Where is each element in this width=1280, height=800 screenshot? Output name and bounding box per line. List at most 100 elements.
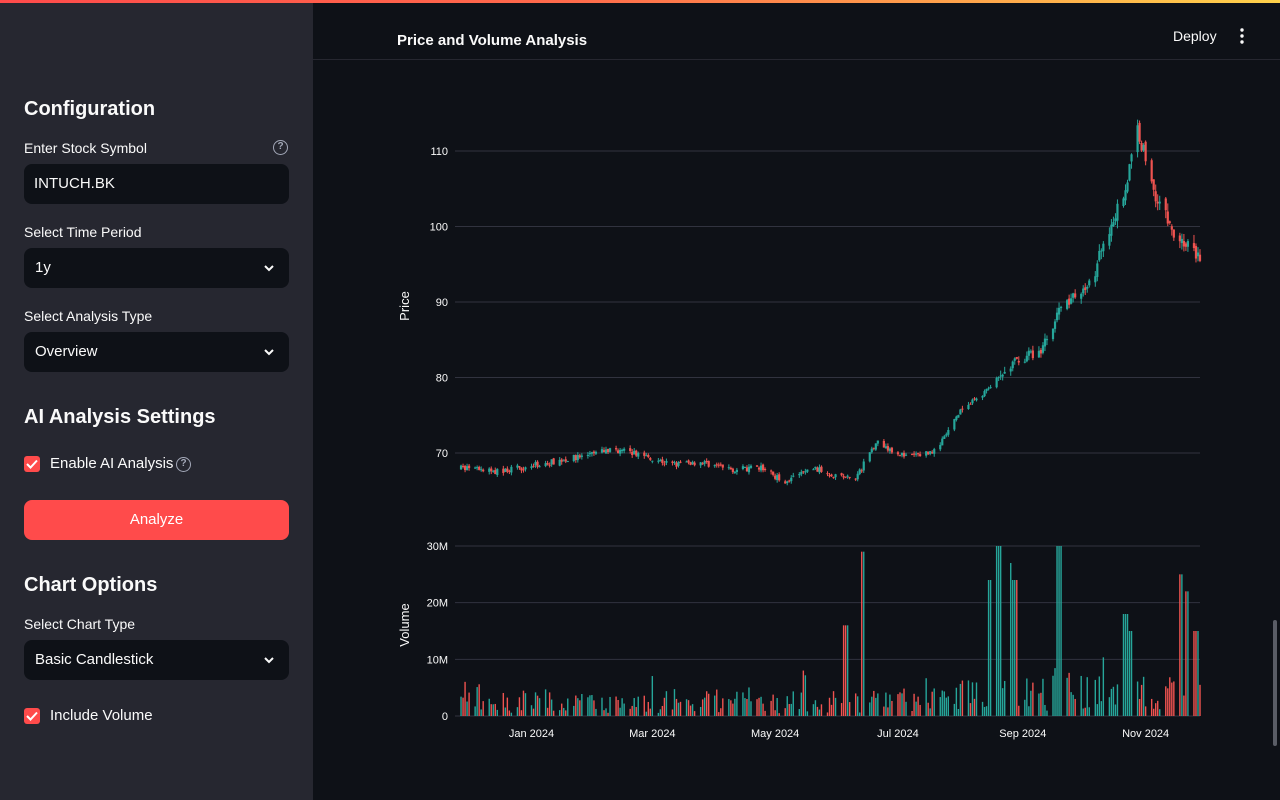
- volume-bar: [534, 692, 537, 716]
- volume-bar: [673, 689, 676, 716]
- candle-body: [494, 470, 497, 475]
- analyze-button[interactable]: Analyze: [24, 500, 289, 540]
- candle-body: [1122, 198, 1125, 206]
- help-icon[interactable]: ?: [273, 140, 288, 155]
- candle-body: [1186, 241, 1190, 247]
- volume-bar: [1012, 580, 1014, 716]
- volume-bar: [1167, 688, 1169, 716]
- volume-bar: [703, 697, 706, 716]
- candle-body: [898, 455, 902, 457]
- candle-body: [757, 467, 761, 470]
- stock-symbol-input[interactable]: INTUCH.BK: [24, 164, 289, 204]
- volume-bar: [587, 697, 589, 716]
- candle-body: [1031, 350, 1034, 359]
- volume-bar: [1102, 657, 1105, 716]
- volume-bar: [573, 705, 575, 716]
- scrollbar[interactable]: [1273, 620, 1277, 746]
- candle-body: [872, 447, 875, 449]
- volume-bar: [645, 711, 647, 716]
- candle-body: [492, 470, 495, 472]
- candle-body: [633, 450, 636, 454]
- analysis-type-select[interactable]: Overview: [24, 332, 289, 372]
- volume-bar: [1042, 678, 1044, 716]
- candle-body: [741, 466, 745, 470]
- deploy-button[interactable]: Deploy: [1173, 28, 1217, 44]
- volume-bar: [774, 710, 776, 716]
- candle-body: [1108, 234, 1111, 246]
- volume-bar: [999, 546, 1002, 716]
- volume-bar: [840, 703, 843, 716]
- candle-body: [687, 460, 690, 463]
- time-period-select[interactable]: 1y: [24, 248, 289, 288]
- chart-type-select[interactable]: Basic Candlestick: [24, 640, 289, 680]
- volume-bar: [536, 695, 539, 716]
- candle-body: [971, 399, 974, 404]
- candle-body: [1066, 300, 1069, 309]
- volume-bar: [832, 691, 835, 716]
- volume-bar: [699, 706, 702, 716]
- volume-bar: [885, 692, 887, 716]
- candle-body: [602, 450, 606, 453]
- candle-body: [802, 471, 805, 473]
- enable-ai-checkbox[interactable]: [24, 456, 40, 472]
- volume-bar: [784, 708, 786, 716]
- more-vertical-icon[interactable]: [1237, 28, 1247, 44]
- volume-bar: [1116, 684, 1119, 716]
- volume-bar: [663, 697, 666, 716]
- volume-bar: [941, 690, 943, 716]
- candle-body: [693, 462, 696, 466]
- candle-body: [1025, 355, 1028, 362]
- volume-bar: [693, 711, 696, 716]
- volume-bar: [691, 704, 694, 716]
- candle-body: [884, 446, 887, 449]
- volume-bar: [520, 710, 523, 716]
- candle-body: [588, 453, 592, 455]
- candle-body: [927, 451, 930, 455]
- volume-bar: [595, 708, 597, 716]
- candle-body: [623, 448, 626, 451]
- candle-body: [675, 462, 678, 467]
- include-volume-checkbox[interactable]: [24, 708, 40, 724]
- candle-body: [733, 472, 736, 474]
- chart-type-value: Basic Candlestick: [35, 651, 154, 668]
- volume-bar: [989, 580, 992, 716]
- candle-body: [890, 447, 894, 453]
- volume-bar: [494, 703, 496, 716]
- candle-body: [717, 464, 720, 466]
- volume-bar: [742, 692, 744, 716]
- volume-bar: [806, 711, 809, 716]
- volume-bar: [705, 691, 708, 716]
- candle-body: [1017, 360, 1020, 363]
- candle-body: [840, 473, 843, 476]
- volume-bar: [1138, 698, 1141, 716]
- volume-bar: [854, 693, 857, 716]
- volume-bar: [887, 707, 889, 716]
- stock-symbol-label: Enter Stock Symbol: [24, 140, 147, 156]
- volume-bar: [462, 697, 464, 716]
- volume-bar: [621, 698, 623, 716]
- chevron-down-icon: [264, 265, 274, 272]
- candle-body: [818, 467, 821, 473]
- volume-bar: [1066, 677, 1068, 716]
- candle-body: [1100, 250, 1103, 252]
- candle-body: [900, 452, 904, 456]
- volume-bar: [619, 707, 621, 716]
- candle-body: [562, 460, 565, 462]
- volume-bar: [718, 712, 720, 716]
- candle-body: [1039, 349, 1043, 354]
- volume-bar: [720, 708, 722, 716]
- volume-bar: [1028, 706, 1030, 716]
- candle-body: [661, 459, 664, 464]
- candle-body: [546, 463, 549, 465]
- candle-body: [995, 377, 998, 388]
- help-icon[interactable]: ?: [176, 457, 191, 472]
- candle-body: [713, 465, 716, 467]
- analysis-type-value: Overview: [35, 343, 98, 360]
- volume-bar: [607, 712, 609, 716]
- volume-bar: [665, 691, 668, 716]
- volume-bar: [615, 696, 617, 716]
- candle-body: [1051, 328, 1055, 340]
- volume-bar: [1128, 631, 1131, 716]
- candle-body: [616, 450, 620, 454]
